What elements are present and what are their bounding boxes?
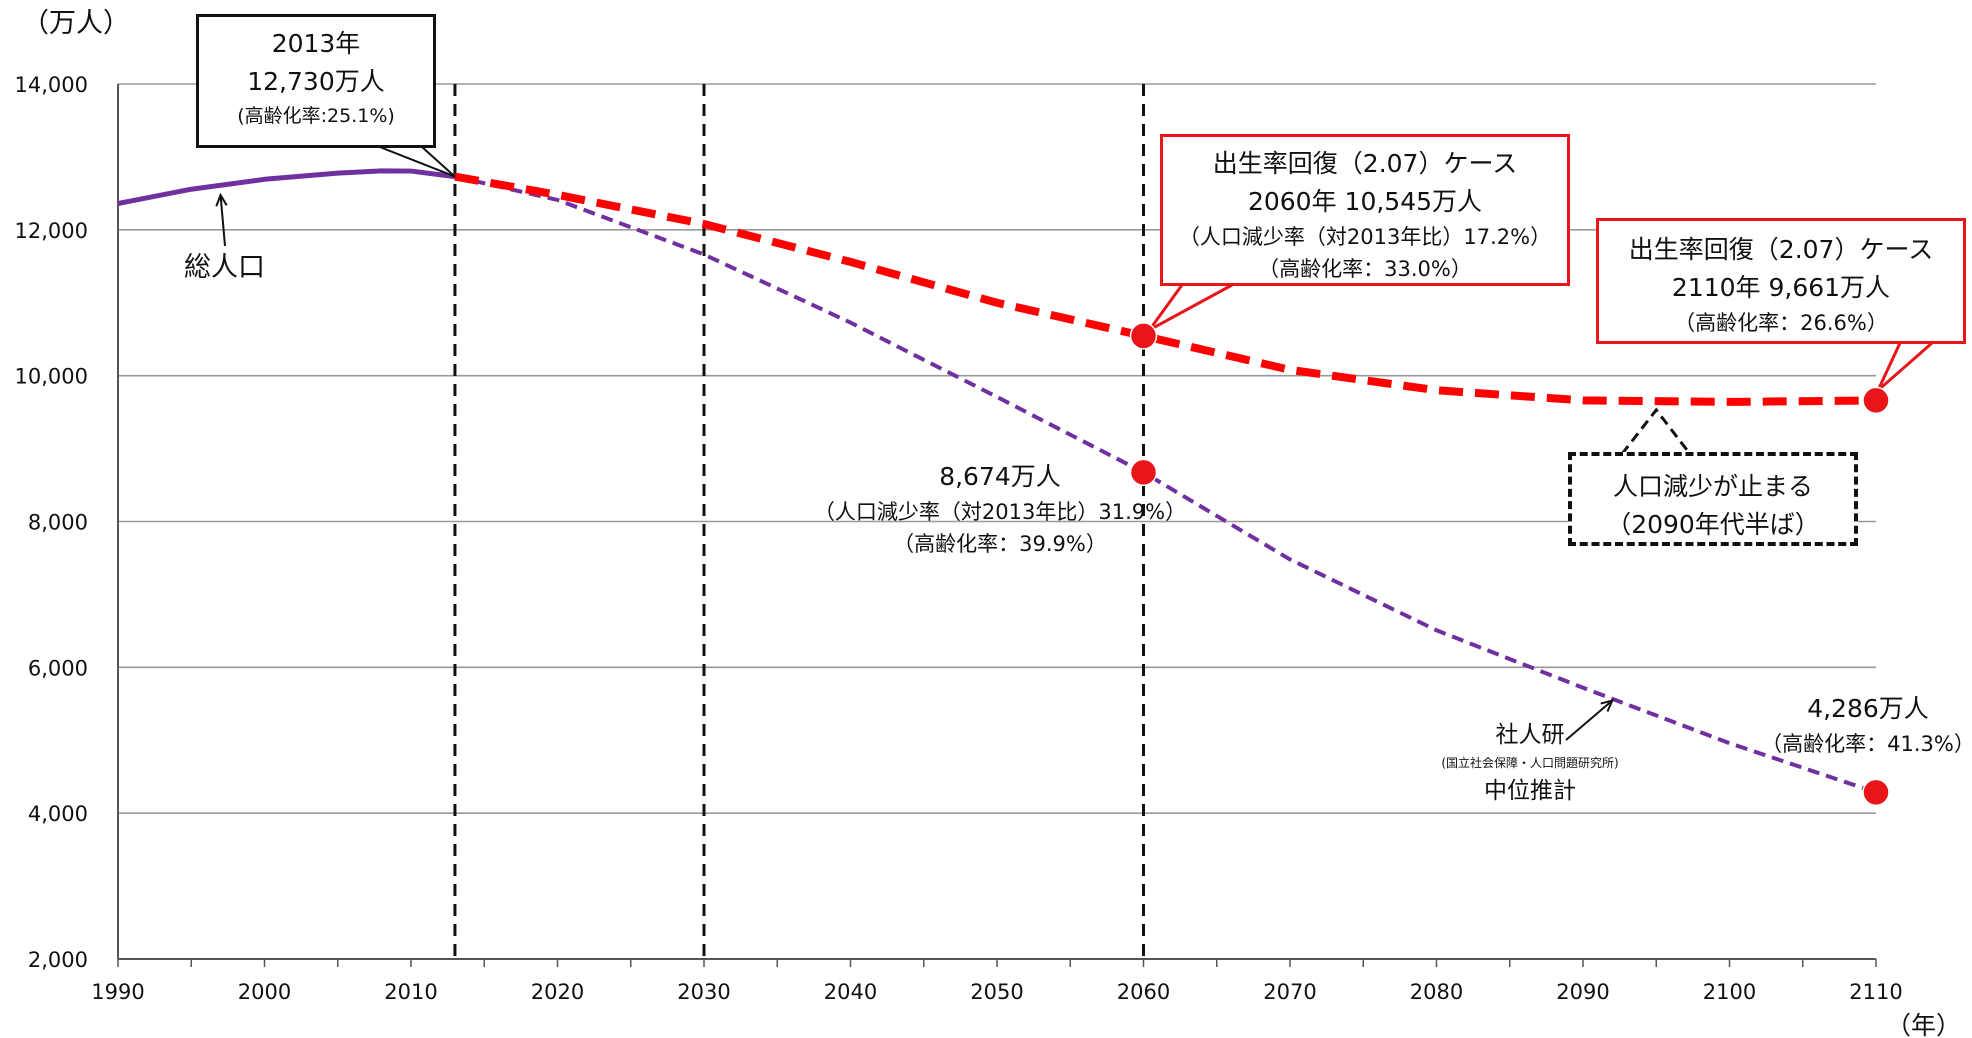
annotation-2013-box: 2013年 12,730万人 (高齢化率:25.1%) <box>196 14 436 148</box>
y-tick-label: 6,000 <box>28 656 88 680</box>
y-axis-unit-label: （万人） <box>22 8 130 39</box>
data-marker-2 <box>1862 386 1890 415</box>
data-markers <box>1129 322 1890 807</box>
x-tick-label: 2060 <box>1117 980 1170 1004</box>
label-ipss-median: 中位推計 <box>1484 778 1576 804</box>
annotation-2060-recovery-title: 出生率回復（2.07）ケース <box>1212 149 1518 178</box>
x-tick-label: 2110 <box>1849 980 1902 1004</box>
label-total-population: 総人口 <box>184 250 265 286</box>
label-ipss-subtitle: (国立社会保障・人口問題研究所) <box>1441 756 1619 770</box>
x-tick-label: 2030 <box>677 980 730 1004</box>
annotation-decline-stops-period: （2090年代半ば） <box>1606 510 1820 539</box>
annotation-2060-baseline: 8,674万人 （人口減少率（対2013年比）31.9%） （高齢化率：39.9… <box>800 458 1200 560</box>
arrow-total-population-line <box>219 194 226 247</box>
axes: 2,000 4,000 6,000 8,000 10,000 12,000 14,000 19… <box>15 73 1903 1004</box>
annotation-2060-baseline-decline-rate: （人口減少率（対2013年比）31.9%） <box>813 500 1187 524</box>
label-ipss-title: 社人研 <box>1495 722 1565 748</box>
y-tick-label: 12,000 <box>15 219 88 243</box>
data-marker-0 <box>1129 322 1158 350</box>
annotation-2013-aging-rate: (高齢化率:25.1%) <box>237 105 395 127</box>
arrow-ipss-head <box>1600 699 1615 712</box>
x-tick-label: 1990 <box>91 980 144 1004</box>
callout-decline-stops-pointer <box>1620 407 1692 455</box>
x-tick-label: 2000 <box>238 980 291 1004</box>
label-ipss-projection: 社人研 (国立社会保障・人口問題研究所) 中位推計 <box>1380 718 1680 808</box>
label-total-population-text: 総人口 <box>184 252 265 283</box>
annotation-2110-baseline-population: 4,286万人 <box>1807 694 1929 723</box>
annotation-2110-recovery-aging-rate: （高齢化率：26.6%） <box>1674 311 1888 335</box>
data-marker-3 <box>1862 778 1890 807</box>
x-tick-label: 2010 <box>384 980 437 1004</box>
callout-2013-pointer <box>379 146 456 178</box>
y-tick-label: 14,000 <box>15 73 88 97</box>
x-tick-label: 2020 <box>531 980 584 1004</box>
annotation-2060-recovery-box: 出生率回復（2.07）ケース 2060年 10,545万人 （人口減少率（対20… <box>1160 134 1570 286</box>
x-tick-label: 2050 <box>970 980 1023 1004</box>
callout-2110-pointer <box>1876 341 1933 392</box>
annotation-2060-recovery-decline-rate: （人口減少率（対2013年比）17.2%） <box>1178 225 1552 249</box>
annotation-2013-year: 2013年 <box>271 29 361 58</box>
x-tick-label: 2080 <box>1410 980 1463 1004</box>
annotation-2110-baseline-aging-rate: （高齢化率：41.3%） <box>1761 732 1972 756</box>
annotation-2060-recovery-population: 2060年 10,545万人 <box>1247 187 1483 216</box>
x-tick-label: 2070 <box>1263 980 1316 1004</box>
arrow-ipss-line <box>1565 699 1613 741</box>
y-tick-label: 2,000 <box>28 948 88 972</box>
annotation-decline-stops-box: 人口減少が止まる （2090年代半ば） <box>1568 452 1858 546</box>
y-tick-label: 4,000 <box>28 802 88 826</box>
series-line-0 <box>117 168 456 206</box>
annotation-decline-stops-text: 人口減少が止まる <box>1612 472 1813 501</box>
annotation-2060-baseline-aging-rate: （高齢化率：39.9%） <box>893 532 1107 556</box>
callout-2060-pointer <box>1148 283 1233 332</box>
annotation-2060-baseline-population: 8,674万人 <box>939 462 1061 491</box>
annotation-2013-population: 12,730万人 <box>247 67 385 96</box>
annotation-2060-recovery-aging-rate: （高齢化率：33.0%） <box>1258 257 1472 281</box>
x-tick-label: 2040 <box>824 980 877 1004</box>
data-marker-1 <box>1129 458 1158 487</box>
annotation-2110-recovery-box: 出生率回復（2.07）ケース 2110年 9,661万人 （高齢化率：26.6%… <box>1596 218 1966 344</box>
arrow-total-population-head <box>215 192 228 207</box>
x-axis-unit-label: （年） <box>1886 1011 1961 1038</box>
y-tick-label: 10,000 <box>15 365 88 389</box>
annotation-2110-recovery-title: 出生率回復（2.07）ケース <box>1628 235 1934 264</box>
gridlines <box>118 83 1876 814</box>
annotation-2110-baseline: 4,286万人 （高齢化率：41.3%） <box>1758 690 1972 760</box>
reference-lines <box>453 84 1145 959</box>
x-tick-label: 2100 <box>1703 980 1756 1004</box>
annotation-2110-recovery-population: 2110年 9,661万人 <box>1671 273 1891 302</box>
x-tick-label: 2090 <box>1556 980 1609 1004</box>
y-tick-label: 8,000 <box>28 511 88 535</box>
